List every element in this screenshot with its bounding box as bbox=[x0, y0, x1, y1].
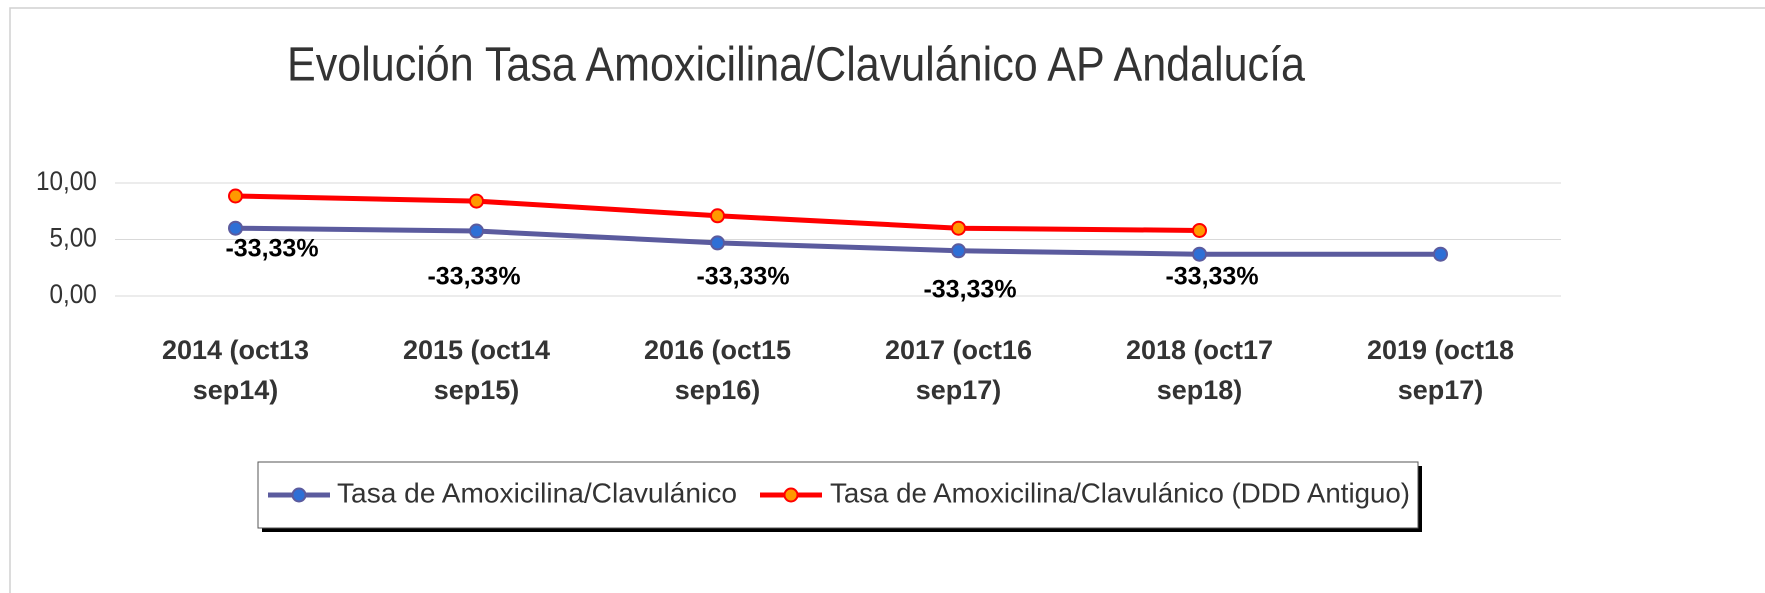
legend-label: Tasa de Amoxicilina/Clavulánico (DDD Ant… bbox=[830, 477, 1410, 508]
annotation: -33,33% bbox=[923, 276, 1016, 304]
x-tick-label: 2015 (oct14 sep15) bbox=[402, 335, 551, 405]
x-tick-label: 2014 (oct13 sep14) bbox=[161, 335, 310, 405]
point bbox=[469, 223, 484, 239]
legend-marker bbox=[783, 487, 799, 503]
series-line bbox=[235, 225, 1441, 257]
legend-label: Tasa de Amoxicilina/Clavulánico bbox=[337, 477, 737, 508]
y-tick-label: 5,00 bbox=[50, 224, 97, 253]
y-tick-label: 10,00 bbox=[36, 167, 97, 196]
point bbox=[1192, 222, 1207, 238]
legend-marker bbox=[291, 487, 307, 503]
annotation: -33,33% bbox=[1165, 263, 1258, 291]
x-tick-label: 2016 (oct15 sep16) bbox=[643, 335, 792, 405]
legend-box bbox=[257, 461, 1419, 529]
point bbox=[1192, 246, 1207, 262]
point bbox=[710, 208, 725, 224]
y-tick-label: 0,00 bbox=[50, 280, 97, 309]
point bbox=[469, 193, 484, 209]
point bbox=[1433, 246, 1448, 262]
annotation: -33,33% bbox=[696, 263, 789, 291]
x-tick-label: 2017 (oct16 sep17) bbox=[884, 335, 1033, 405]
point bbox=[228, 220, 243, 236]
point bbox=[228, 188, 243, 204]
annotation: -33,33% bbox=[225, 235, 318, 263]
point bbox=[951, 243, 966, 259]
point bbox=[951, 220, 966, 236]
point bbox=[710, 235, 725, 251]
x-tick-label: 2019 (oct18 sep17) bbox=[1366, 335, 1515, 405]
chart-title: Evolución Tasa Amoxicilina/Clavulánico A… bbox=[287, 39, 1305, 92]
x-tick-label: 2018 (oct17 sep18) bbox=[1125, 335, 1274, 405]
annotation: -33,33% bbox=[427, 263, 520, 291]
